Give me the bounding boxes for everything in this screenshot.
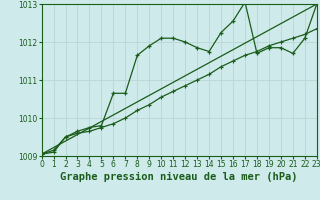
X-axis label: Graphe pression niveau de la mer (hPa): Graphe pression niveau de la mer (hPa) xyxy=(60,172,298,182)
